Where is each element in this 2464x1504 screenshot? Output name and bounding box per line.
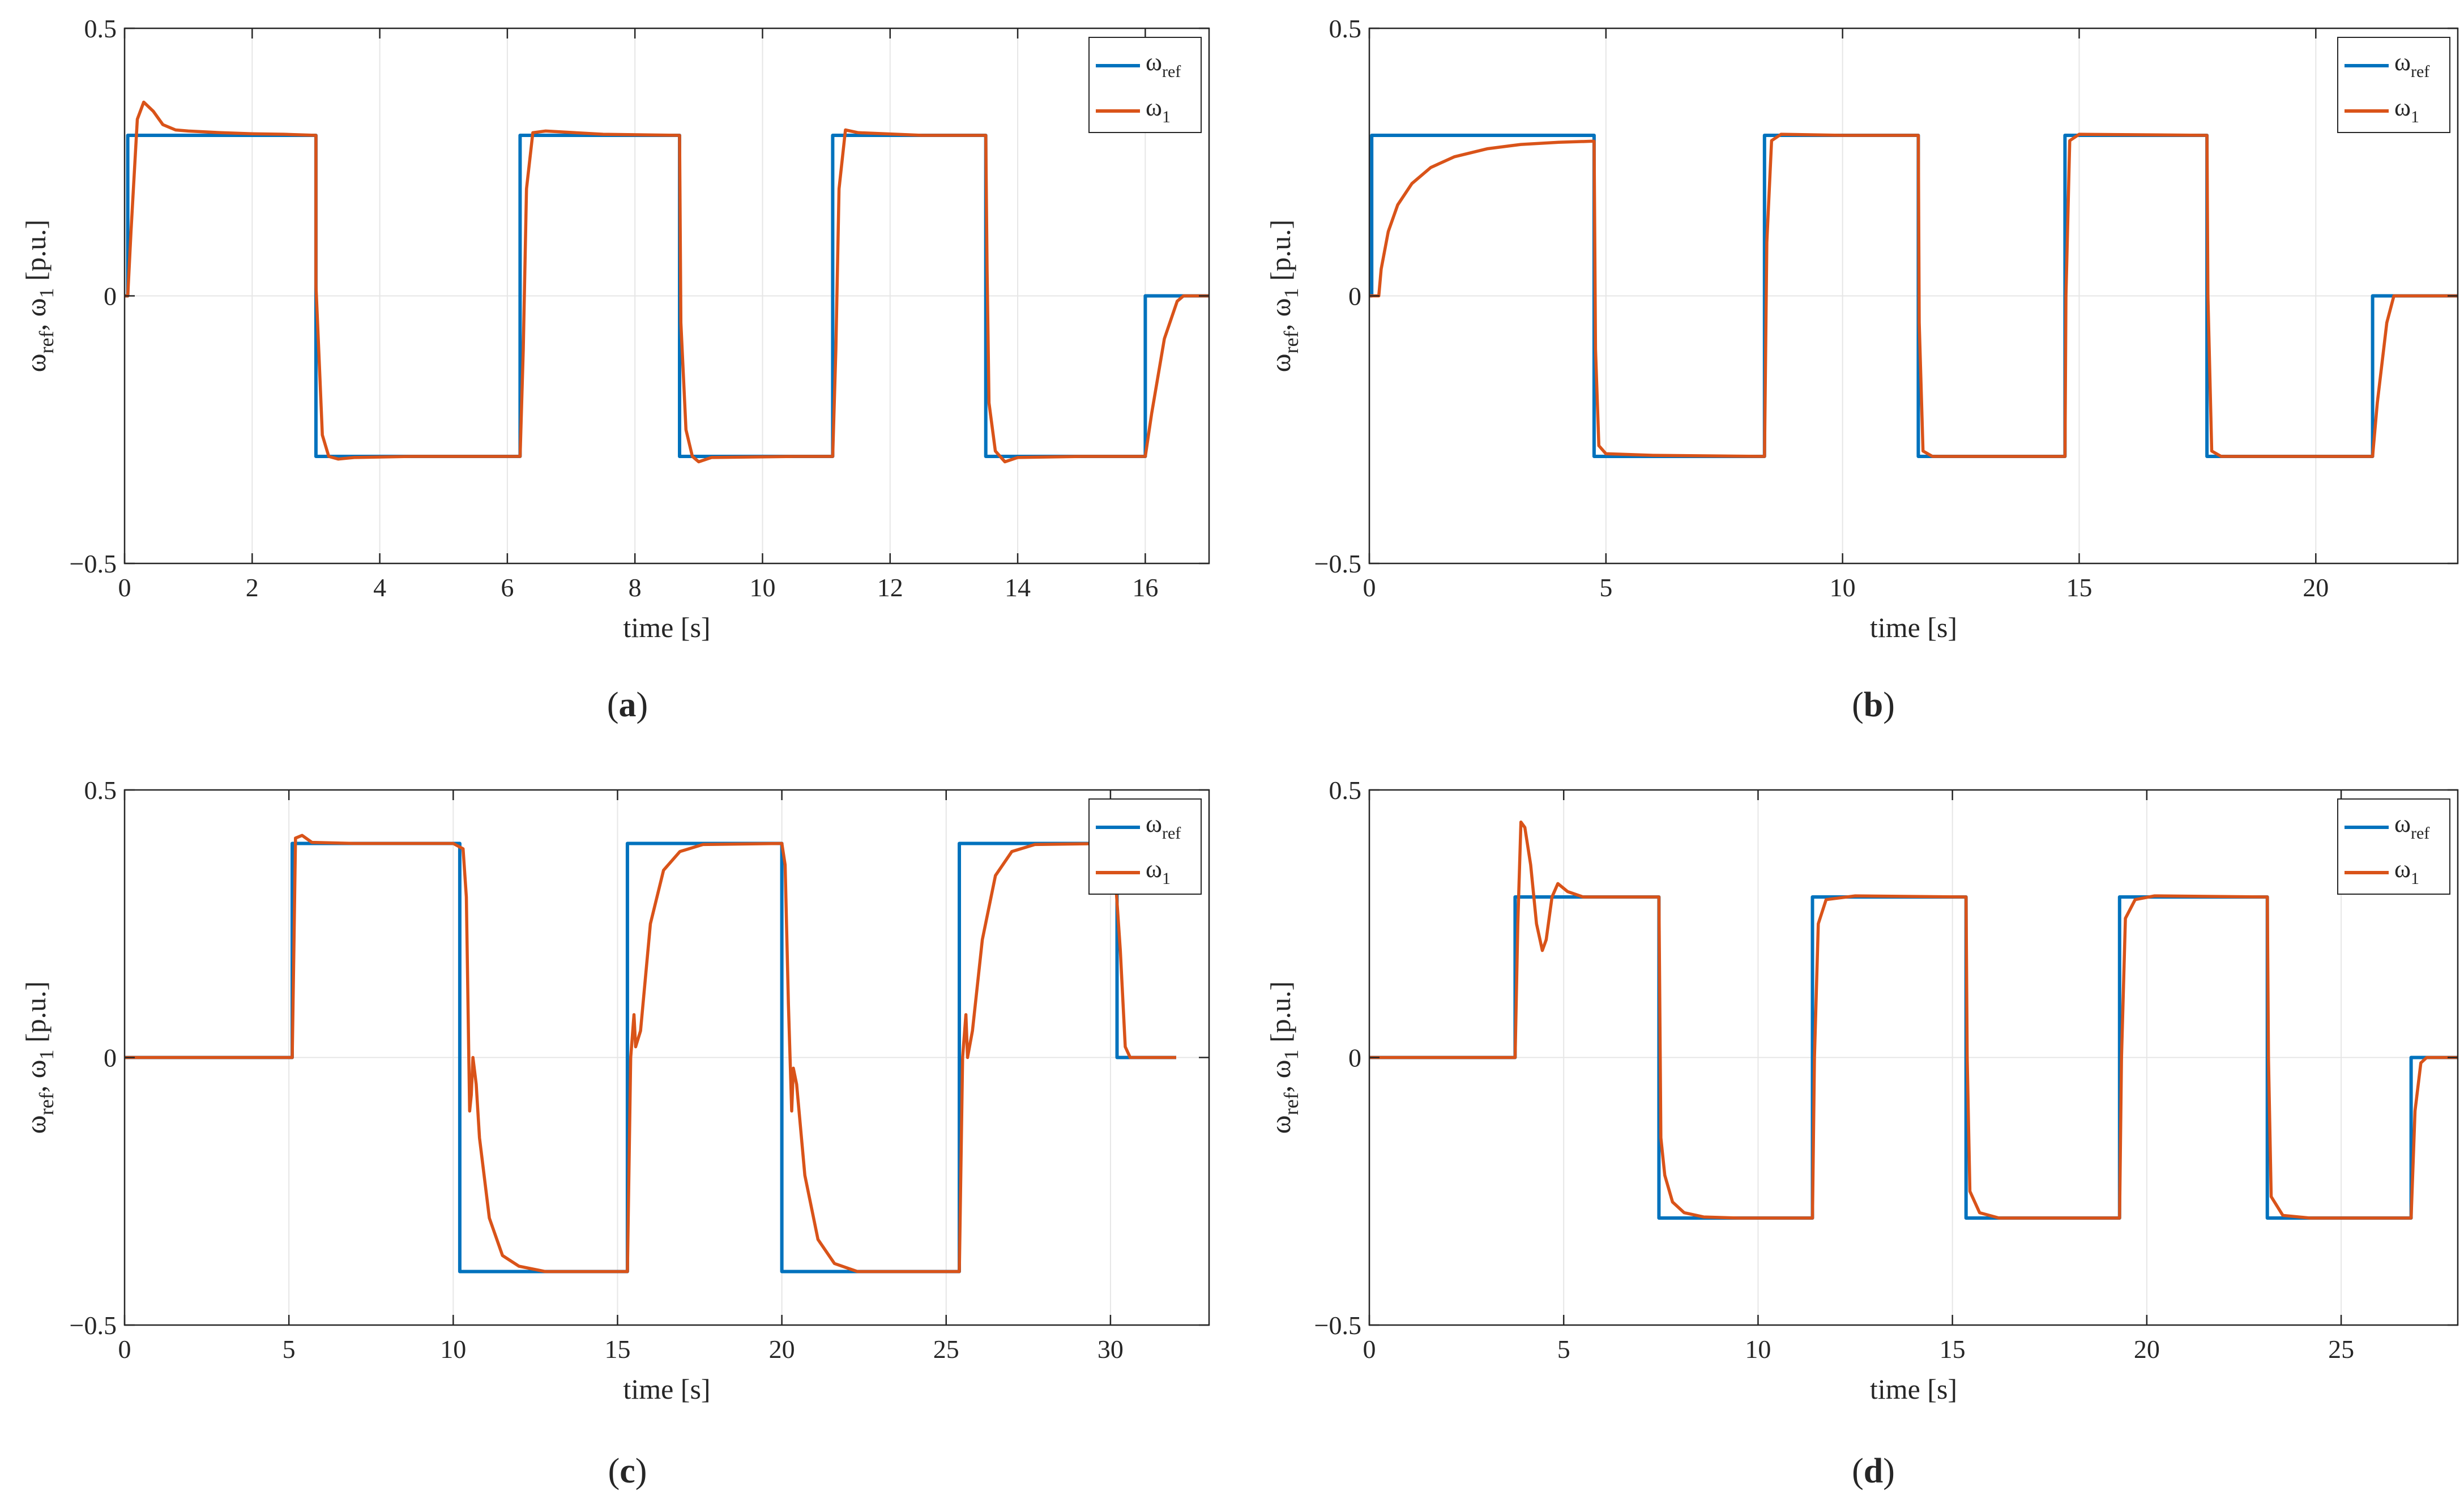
x-tick-label: 0 bbox=[118, 1335, 131, 1364]
x-tick-label: 15 bbox=[604, 1335, 630, 1364]
panel-caption: (d) bbox=[1852, 1452, 1895, 1490]
x-tick-label: 15 bbox=[1940, 1335, 1966, 1364]
series-line-measured bbox=[125, 834, 1176, 1274]
y-axis-label: ωref, ω1 [p.u.] bbox=[1265, 981, 1303, 1134]
x-axis-label: time [s] bbox=[623, 1373, 710, 1405]
x-tick-label: 14 bbox=[1005, 573, 1031, 602]
legend-entry-reference: ωref bbox=[1146, 810, 1181, 843]
legend: ωref ω1 bbox=[2337, 798, 2450, 895]
y-tick-label: 0 bbox=[1348, 282, 1361, 311]
y-tick-label: −0.5 bbox=[70, 549, 117, 578]
y-tick-label: 0.5 bbox=[1329, 776, 1362, 805]
y-tick-label: 0.5 bbox=[1329, 14, 1362, 43]
x-tick-label: 25 bbox=[933, 1335, 959, 1364]
y-tick-label: 0 bbox=[104, 1044, 117, 1073]
x-tick-label: 4 bbox=[373, 573, 386, 602]
x-tick-label: 30 bbox=[1098, 1335, 1124, 1364]
y-tick-label: 0.5 bbox=[84, 776, 117, 805]
panel-caption: (c) bbox=[608, 1452, 647, 1490]
x-tick-label: 20 bbox=[769, 1335, 795, 1364]
legend-box bbox=[2337, 798, 2450, 895]
y-tick-label: 0 bbox=[104, 282, 117, 311]
legend: ωref ω1 bbox=[1088, 798, 1202, 895]
x-tick-label: 15 bbox=[2066, 573, 2092, 602]
y-tick-label: −0.5 bbox=[1314, 1311, 1361, 1340]
x-tick-label: 25 bbox=[2328, 1335, 2354, 1364]
x-tick-label: 5 bbox=[1599, 573, 1612, 602]
y-tick-label: −0.5 bbox=[1314, 549, 1361, 578]
y-axis-label: ωref, ω1 [p.u.] bbox=[1265, 220, 1303, 373]
x-tick-label: 2 bbox=[246, 573, 259, 602]
legend-entry-reference: ωref bbox=[2394, 48, 2429, 81]
x-tick-label: 0 bbox=[1363, 573, 1376, 602]
x-tick-label: 5 bbox=[283, 1335, 296, 1364]
x-axis-label: time [s] bbox=[1870, 1373, 1957, 1405]
x-axis-label: time [s] bbox=[1870, 612, 1957, 643]
x-tick-label: 8 bbox=[629, 573, 642, 602]
series-line-measured bbox=[1369, 133, 2458, 458]
legend: ωref ω1 bbox=[2337, 37, 2450, 133]
x-axis-label: time [s] bbox=[623, 612, 710, 643]
legend-box bbox=[2337, 37, 2450, 133]
y-tick-label: −0.5 bbox=[70, 1311, 117, 1340]
x-tick-label: 10 bbox=[440, 1335, 466, 1364]
legend-entry-measured: ω1 bbox=[1146, 855, 1171, 888]
panel-caption: (b) bbox=[1852, 686, 1895, 724]
legend-entry-measured: ω1 bbox=[2394, 855, 2419, 888]
y-axis-label: ωref, ω1 [p.u.] bbox=[20, 220, 58, 373]
x-tick-label: 10 bbox=[749, 573, 775, 602]
series-line-measured bbox=[1369, 820, 2458, 1220]
x-tick-label: 5 bbox=[1557, 1335, 1570, 1364]
x-tick-label: 0 bbox=[1363, 1335, 1376, 1364]
x-tick-label: 16 bbox=[1132, 573, 1158, 602]
y-tick-label: 0.5 bbox=[84, 14, 117, 43]
panel-caption: (a) bbox=[607, 686, 648, 724]
x-tick-label: 20 bbox=[2303, 573, 2329, 602]
x-tick-label: 10 bbox=[1830, 573, 1856, 602]
y-tick-label: 0 bbox=[1348, 1044, 1361, 1073]
y-axis-label: ωref, ω1 [p.u.] bbox=[20, 981, 58, 1134]
legend-box bbox=[1088, 798, 1202, 895]
series-line-measured bbox=[125, 100, 1209, 464]
x-tick-label: 20 bbox=[2134, 1335, 2160, 1364]
legend: ωref ω1 bbox=[1088, 37, 1202, 133]
legend-box bbox=[1088, 37, 1202, 133]
legend-entry-measured: ω1 bbox=[1146, 93, 1171, 126]
legend-entry-reference: ωref bbox=[2394, 810, 2429, 843]
legend-entry-measured: ω1 bbox=[2394, 93, 2419, 126]
x-tick-label: 0 bbox=[118, 573, 131, 602]
x-tick-label: 12 bbox=[877, 573, 903, 602]
x-tick-label: 6 bbox=[501, 573, 514, 602]
legend-entry-reference: ωref bbox=[1146, 48, 1181, 81]
x-tick-label: 10 bbox=[1745, 1335, 1771, 1364]
